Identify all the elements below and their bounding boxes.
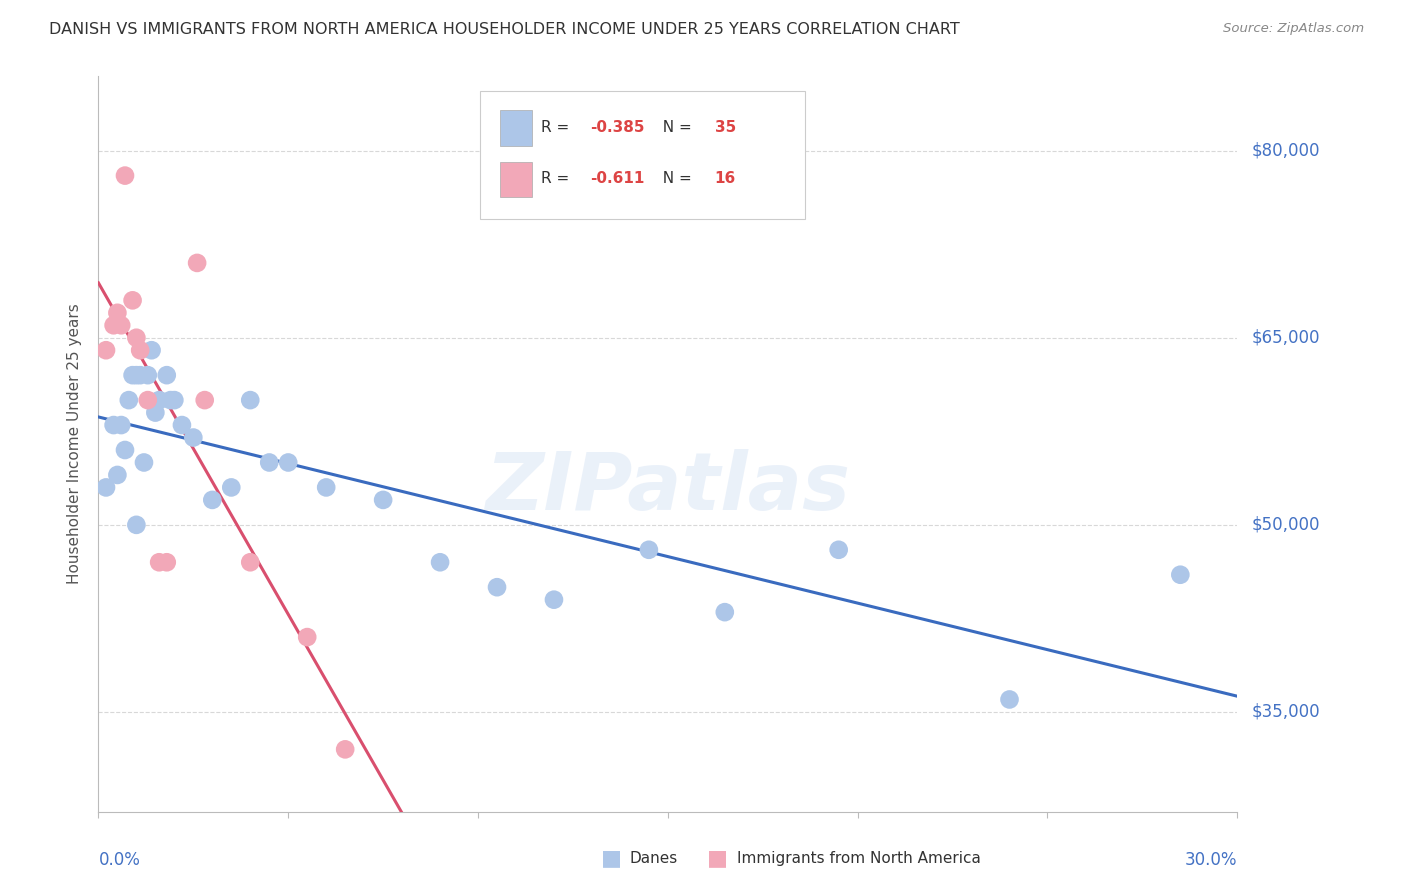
- Point: [136, 393, 159, 408]
- Point: [183, 431, 205, 445]
- Point: [638, 542, 661, 557]
- Point: [335, 742, 357, 756]
- Point: [828, 542, 851, 557]
- Text: $35,000: $35,000: [1251, 703, 1320, 721]
- Point: [277, 455, 299, 469]
- Point: [170, 418, 193, 433]
- Point: [121, 293, 143, 308]
- Point: [132, 455, 155, 469]
- Point: [259, 455, 281, 469]
- Point: [121, 368, 143, 383]
- Point: [94, 480, 117, 494]
- Point: [125, 368, 148, 383]
- Text: Immigrants from North America: Immigrants from North America: [737, 851, 980, 865]
- Point: [148, 393, 170, 408]
- Point: [486, 580, 509, 594]
- Point: [998, 692, 1021, 706]
- Text: ZIPatlas: ZIPatlas: [485, 449, 851, 527]
- Point: [429, 555, 451, 569]
- Point: [136, 368, 159, 383]
- Point: [114, 442, 136, 457]
- Point: [163, 393, 186, 408]
- Point: [297, 630, 319, 644]
- Point: [110, 318, 132, 333]
- Point: [103, 318, 125, 333]
- Text: $80,000: $80,000: [1251, 142, 1320, 160]
- Text: $50,000: $50,000: [1251, 516, 1320, 533]
- Text: Source: ZipAtlas.com: Source: ZipAtlas.com: [1223, 22, 1364, 36]
- Point: [107, 467, 129, 482]
- Point: [141, 343, 163, 358]
- Text: ■: ■: [602, 848, 621, 868]
- Point: [125, 331, 148, 345]
- Text: -0.385: -0.385: [591, 120, 645, 135]
- Point: [107, 306, 129, 320]
- FancyBboxPatch shape: [479, 90, 804, 219]
- Text: 0.0%: 0.0%: [98, 851, 141, 869]
- Text: DANISH VS IMMIGRANTS FROM NORTH AMERICA HOUSEHOLDER INCOME UNDER 25 YEARS CORREL: DANISH VS IMMIGRANTS FROM NORTH AMERICA …: [49, 22, 960, 37]
- Y-axis label: Householder Income Under 25 years: Householder Income Under 25 years: [67, 303, 83, 584]
- Text: -0.611: -0.611: [591, 171, 645, 186]
- Point: [110, 418, 132, 433]
- Point: [186, 256, 208, 270]
- FancyBboxPatch shape: [501, 111, 533, 145]
- Point: [159, 393, 181, 408]
- Point: [315, 480, 337, 494]
- Text: 35: 35: [714, 120, 735, 135]
- Point: [118, 393, 141, 408]
- Text: Danes: Danes: [630, 851, 678, 865]
- Point: [201, 492, 224, 507]
- Point: [94, 343, 117, 358]
- Point: [129, 368, 152, 383]
- Point: [145, 406, 167, 420]
- Point: [221, 480, 243, 494]
- Point: [1170, 567, 1192, 582]
- Text: 16: 16: [714, 171, 735, 186]
- Point: [129, 343, 152, 358]
- Point: [371, 492, 394, 507]
- Point: [714, 605, 737, 619]
- Point: [239, 555, 262, 569]
- Point: [103, 418, 125, 433]
- Text: 30.0%: 30.0%: [1185, 851, 1237, 869]
- Point: [114, 169, 136, 183]
- Point: [239, 393, 262, 408]
- Point: [156, 368, 179, 383]
- Text: $65,000: $65,000: [1251, 329, 1320, 347]
- Point: [194, 393, 217, 408]
- Point: [148, 555, 170, 569]
- Text: N =: N =: [652, 171, 696, 186]
- Point: [543, 592, 565, 607]
- Point: [156, 555, 179, 569]
- Text: N =: N =: [652, 120, 696, 135]
- FancyBboxPatch shape: [501, 162, 533, 197]
- Text: R =: R =: [541, 120, 575, 135]
- Text: ■: ■: [707, 848, 727, 868]
- Point: [125, 517, 148, 532]
- Text: R =: R =: [541, 171, 575, 186]
